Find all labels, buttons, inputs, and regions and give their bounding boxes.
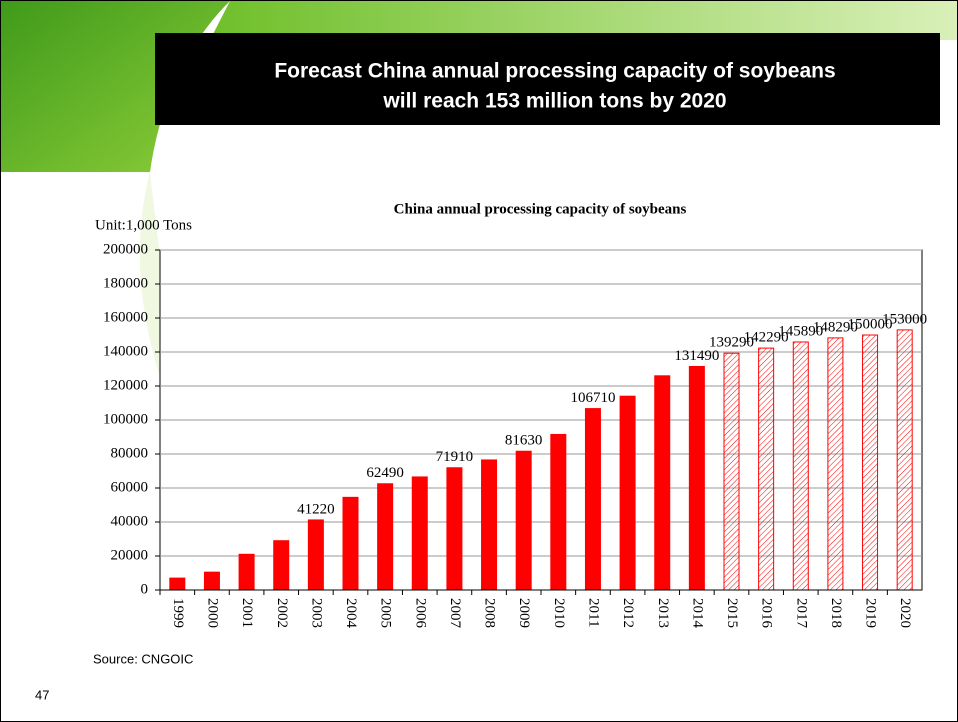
data-label: 148290	[813, 319, 858, 335]
decor-band	[210, 1, 957, 43]
bar	[307, 519, 324, 591]
bar	[169, 577, 186, 591]
x-tick-label: 2018	[828, 598, 844, 628]
data-label: 81630	[505, 433, 543, 449]
y-tick-label: 100000	[103, 411, 148, 427]
bar	[688, 365, 705, 591]
data-label: 153000	[882, 311, 927, 327]
data-label: 142290	[744, 330, 789, 346]
page-number: 47	[35, 687, 49, 702]
x-tick-label: 2019	[863, 598, 879, 628]
bar	[238, 553, 255, 591]
data-label: 62490	[366, 465, 404, 481]
bar	[481, 459, 498, 591]
x-tick-label: 2020	[897, 598, 913, 628]
x-tick-label: 2011	[586, 598, 602, 627]
x-tick-label: 2001	[239, 598, 255, 628]
bar	[377, 483, 394, 591]
bar	[723, 352, 740, 591]
data-label: 150000	[848, 316, 893, 332]
x-tick-label: 2017	[793, 598, 809, 629]
bar	[203, 571, 220, 591]
slide-title: Forecast China annual processing capacit…	[274, 60, 835, 83]
y-tick-label: 60000	[111, 479, 149, 495]
y-tick-label: 160000	[103, 309, 148, 325]
bar	[342, 496, 359, 591]
slide-title: will reach 153 million tons by 2020	[382, 90, 726, 113]
bar	[584, 408, 601, 591]
data-label: 139290	[709, 335, 754, 351]
bar	[758, 347, 775, 591]
y-tick-label: 120000	[103, 377, 148, 393]
title-bar	[155, 33, 940, 125]
x-tick-label: 2012	[620, 598, 636, 628]
y-tick-label: 40000	[111, 513, 149, 529]
bar	[862, 334, 879, 591]
x-tick-label: 2005	[378, 598, 394, 628]
y-tick-label: 0	[141, 581, 149, 597]
x-tick-label: 2007	[447, 598, 463, 629]
x-tick-label: 2008	[482, 598, 498, 628]
x-tick-label: 1999	[170, 598, 186, 628]
x-tick-label: 2015	[724, 598, 740, 628]
bar	[446, 467, 463, 591]
data-label: 131490	[674, 348, 719, 364]
x-tick-label: 2006	[412, 598, 428, 629]
bar	[619, 395, 636, 591]
x-tick-label: 2014	[689, 598, 705, 629]
y-tick-label: 180000	[103, 275, 148, 291]
data-label: 106710	[570, 390, 615, 406]
bar	[273, 540, 290, 591]
x-tick-label: 2010	[551, 598, 567, 628]
bar	[411, 476, 428, 591]
x-tick-label: 2004	[343, 598, 359, 629]
y-tick-label: 80000	[111, 445, 149, 461]
y-tick-label: 140000	[103, 343, 148, 359]
x-tick-label: 2013	[655, 598, 671, 628]
bar	[550, 433, 567, 591]
chart-title: China annual processing capacity of soyb…	[394, 201, 687, 217]
y-axis-label: Unit:1,000 Tons	[95, 217, 192, 233]
data-label: 41220	[297, 501, 335, 517]
bar	[792, 341, 809, 591]
x-tick-label: 2016	[759, 598, 775, 629]
source: Source: CNGOIC	[93, 651, 193, 666]
x-tick-label: 2000	[205, 598, 221, 628]
data-label: 71910	[436, 449, 474, 465]
x-tick-label: 2003	[308, 598, 324, 628]
bar	[515, 450, 532, 591]
y-tick-label: 20000	[111, 547, 149, 563]
bar	[654, 375, 671, 591]
bar	[827, 337, 844, 591]
x-tick-label: 2002	[274, 598, 290, 628]
bar	[896, 329, 913, 591]
x-tick-label: 2009	[516, 598, 532, 628]
data-label: 145890	[778, 323, 823, 339]
y-tick-label: 200000	[103, 241, 148, 257]
